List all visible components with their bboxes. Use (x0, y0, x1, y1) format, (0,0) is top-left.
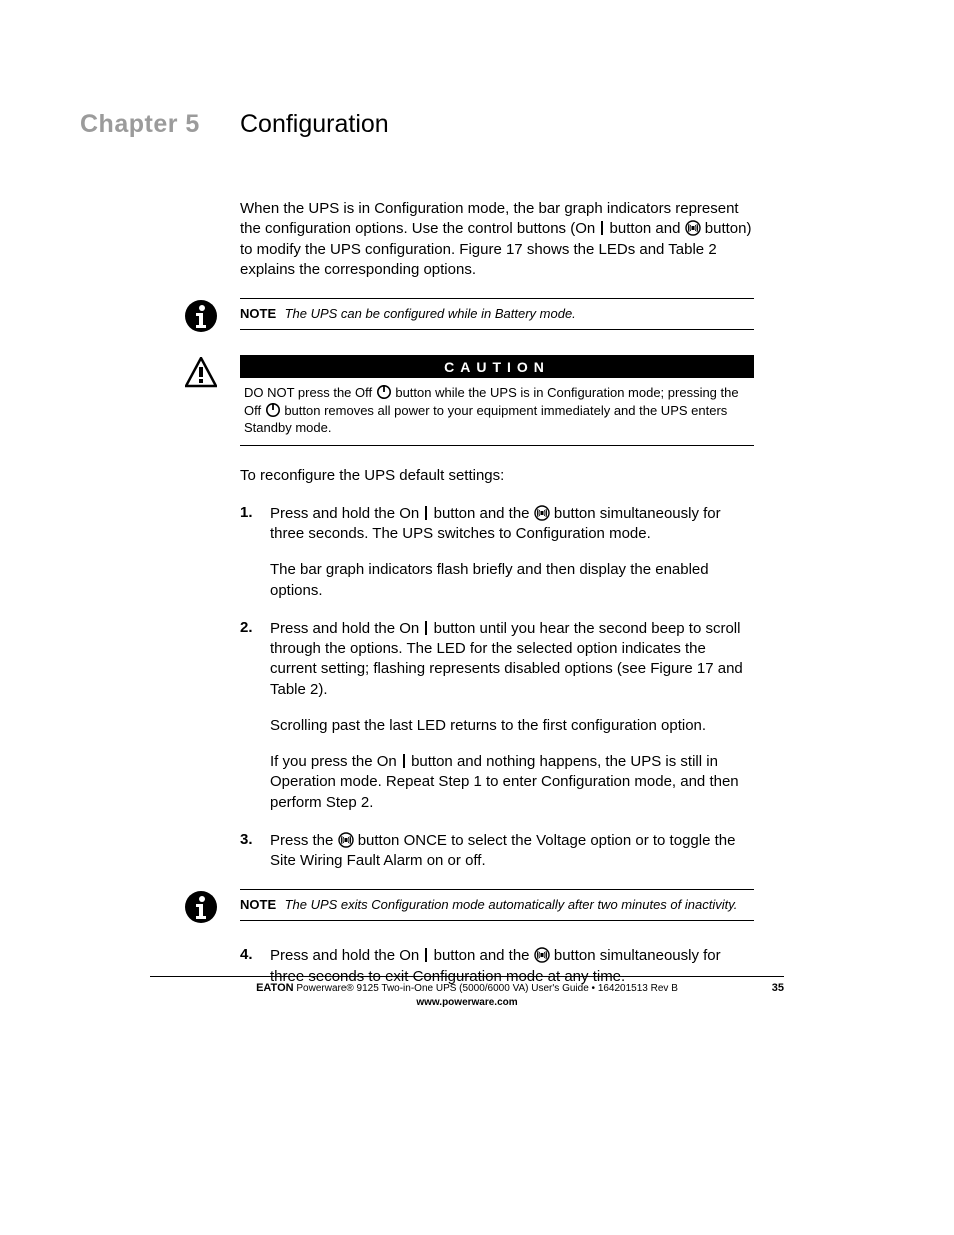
footer-url: www.powerware.com (416, 997, 517, 1008)
page-number: 35 (772, 981, 784, 996)
page-footer: EATON Powerware® 9125 Two-in-One UPS (50… (150, 976, 784, 1010)
step-1: Press and hold the On button and the but… (240, 504, 754, 601)
note-2: NOTE The UPS exits Configuration mode au… (185, 889, 754, 928)
on-bar-icon (403, 754, 405, 768)
reconfigure-lead: To reconfigure the UPS default settings: (240, 466, 754, 486)
note-text: The UPS can be configured while in Batte… (285, 306, 576, 321)
step1-p2: The bar graph indicators flash briefly a… (270, 560, 754, 601)
step2-p2: Scrolling past the last LED returns to t… (270, 716, 754, 736)
alarm-icon (534, 947, 550, 963)
step1-a: Press and hold the On (270, 505, 423, 522)
note-label: NOTE (240, 306, 276, 321)
intro-text-b: button and (605, 220, 684, 237)
note-1: NOTE The UPS can be configured while in … (185, 298, 754, 337)
step2-p3a: If you press the On (270, 753, 401, 770)
step1-b: button and the (429, 505, 533, 522)
power-icon (376, 384, 392, 400)
footer-brand: EATON (256, 982, 294, 994)
alarm-icon (534, 505, 550, 521)
step4-a: Press and hold the On (270, 947, 423, 964)
warning-icon (185, 355, 225, 394)
chapter-heading: Chapter 5 Configuration (80, 110, 754, 139)
footer-text: Powerware® 9125 Two-in-One UPS (5000/600… (294, 983, 678, 994)
on-bar-icon (601, 221, 603, 235)
step-2: Press and hold the On button until you h… (240, 619, 754, 813)
intro-paragraph: When the UPS is in Configuration mode, t… (240, 199, 754, 280)
caution-text: DO NOT press the Off button while the UP… (240, 378, 754, 441)
chapter-title: Configuration (240, 110, 389, 139)
on-bar-icon (425, 621, 427, 635)
caution-header: CAUTION (240, 355, 754, 378)
caution-text-a: DO NOT press the Off (244, 385, 376, 400)
power-icon (265, 402, 281, 418)
caution-block: CAUTION DO NOT press the Off button whil… (185, 355, 754, 446)
chapter-label: Chapter 5 (80, 110, 240, 139)
caution-text-c: button removes all power to your equipme… (244, 403, 727, 436)
note-label: NOTE (240, 897, 276, 912)
info-icon (185, 889, 225, 928)
steps-list: Press and hold the On button and the but… (240, 504, 754, 872)
step-3: Press the button ONCE to select the Volt… (240, 831, 754, 872)
step2-a: Press and hold the On (270, 620, 423, 637)
note-text: The UPS exits Configuration mode automat… (285, 897, 738, 912)
on-bar-icon (425, 506, 427, 520)
on-bar-icon (425, 948, 427, 962)
info-icon (185, 298, 225, 337)
alarm-icon (338, 832, 354, 848)
alarm-icon (685, 220, 701, 236)
step4-b: button and the (429, 947, 533, 964)
step3-a: Press the (270, 832, 338, 849)
